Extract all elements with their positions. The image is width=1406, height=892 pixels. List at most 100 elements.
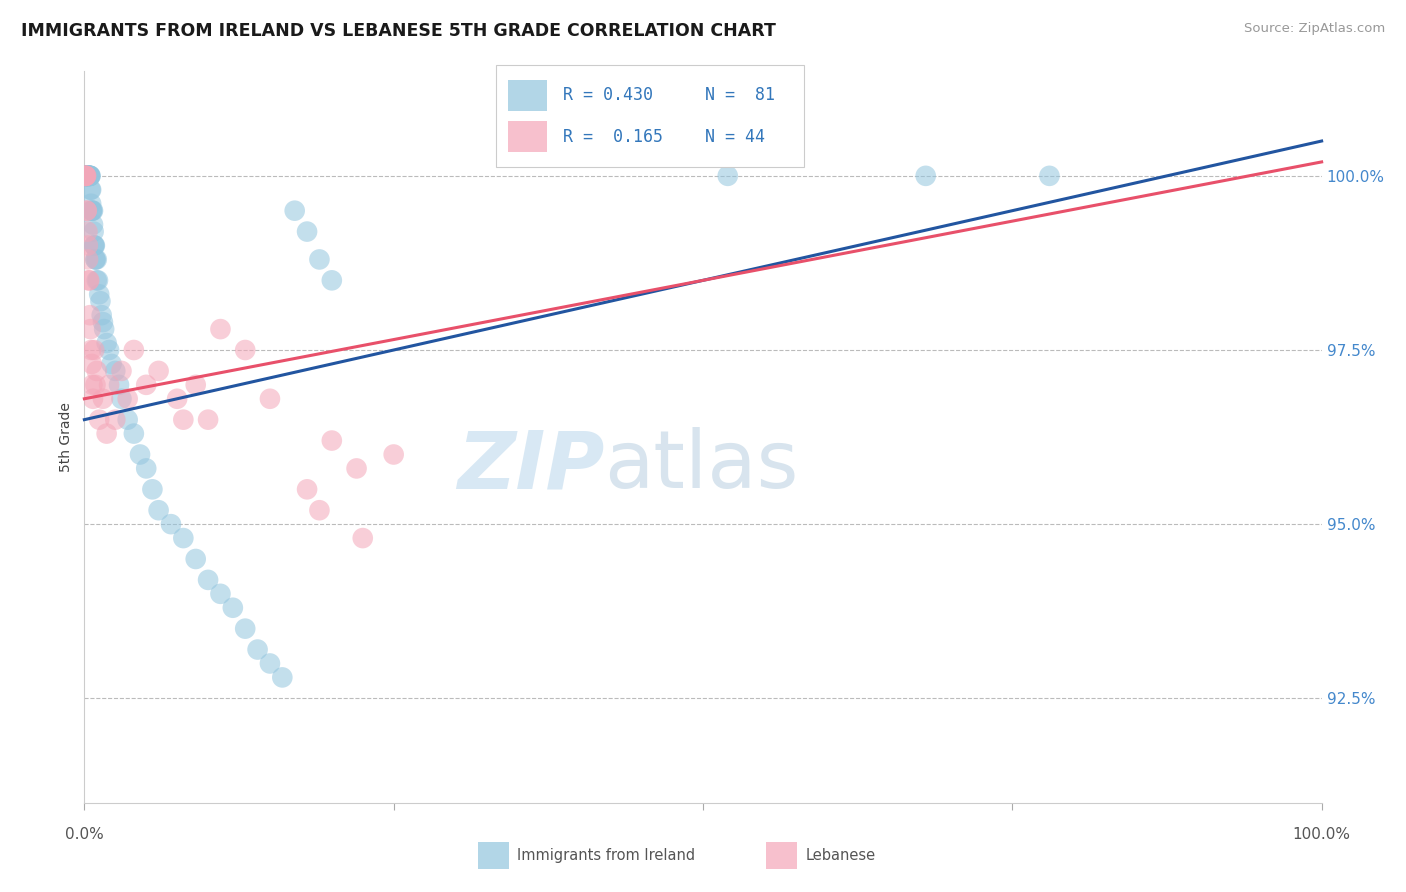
Point bbox=[75, 169, 97, 183]
Point bbox=[233, 622, 256, 636]
Point bbox=[79, 169, 101, 183]
Point bbox=[117, 392, 139, 406]
Point bbox=[79, 169, 101, 183]
Point bbox=[76, 169, 98, 183]
Point bbox=[259, 392, 281, 406]
Point bbox=[98, 343, 121, 357]
Point bbox=[77, 252, 100, 267]
Point bbox=[76, 169, 98, 183]
Bar bbox=[766, 842, 797, 869]
Point bbox=[79, 322, 101, 336]
Point bbox=[76, 169, 98, 183]
Point bbox=[87, 273, 110, 287]
Point bbox=[82, 203, 104, 218]
Point bbox=[148, 364, 170, 378]
Point bbox=[79, 169, 101, 183]
Point bbox=[197, 412, 219, 426]
Point bbox=[83, 238, 105, 252]
Point bbox=[82, 218, 104, 232]
Point bbox=[73, 169, 96, 183]
Point bbox=[184, 377, 207, 392]
Point bbox=[75, 169, 97, 183]
Point bbox=[76, 225, 98, 239]
Bar bbox=[478, 842, 509, 869]
Point bbox=[129, 448, 152, 462]
Point bbox=[93, 322, 115, 336]
Point bbox=[295, 483, 318, 497]
Bar bbox=[508, 79, 547, 111]
Point bbox=[76, 169, 98, 183]
Point bbox=[98, 377, 121, 392]
Point bbox=[76, 169, 98, 183]
Point bbox=[209, 587, 232, 601]
Point bbox=[77, 169, 100, 183]
Point bbox=[75, 169, 97, 183]
Text: Lebanese: Lebanese bbox=[806, 848, 876, 863]
Point bbox=[122, 426, 145, 441]
Point bbox=[75, 169, 97, 183]
Point bbox=[77, 169, 100, 183]
Y-axis label: 5th Grade: 5th Grade bbox=[59, 402, 73, 472]
Text: 0.0%: 0.0% bbox=[65, 827, 104, 842]
Text: atlas: atlas bbox=[605, 427, 799, 506]
Point bbox=[83, 238, 105, 252]
Point bbox=[83, 343, 105, 357]
Point bbox=[308, 503, 330, 517]
Point bbox=[79, 308, 101, 322]
Point bbox=[96, 336, 118, 351]
Point bbox=[104, 364, 127, 378]
Point bbox=[148, 503, 170, 517]
Point bbox=[80, 196, 103, 211]
Point bbox=[346, 461, 368, 475]
Point bbox=[321, 434, 343, 448]
Text: N =  81: N = 81 bbox=[704, 87, 775, 104]
Point bbox=[104, 412, 127, 426]
Point bbox=[82, 203, 104, 218]
Point bbox=[75, 169, 97, 183]
Point bbox=[77, 169, 100, 183]
Text: N = 44: N = 44 bbox=[704, 128, 765, 145]
Point bbox=[75, 169, 97, 183]
Point bbox=[352, 531, 374, 545]
Point bbox=[321, 273, 343, 287]
Point bbox=[86, 364, 108, 378]
Point bbox=[76, 203, 98, 218]
Point bbox=[295, 225, 318, 239]
Point bbox=[79, 183, 101, 197]
Point bbox=[89, 287, 111, 301]
Point bbox=[246, 642, 269, 657]
Point bbox=[79, 169, 101, 183]
Point bbox=[77, 273, 100, 287]
Point bbox=[82, 392, 104, 406]
Point bbox=[76, 203, 98, 218]
Point bbox=[79, 273, 101, 287]
Point bbox=[86, 252, 108, 267]
Point bbox=[141, 483, 163, 497]
Point bbox=[79, 169, 101, 183]
Point bbox=[75, 169, 97, 183]
Point bbox=[271, 670, 294, 684]
Point bbox=[83, 225, 105, 239]
Point bbox=[222, 600, 245, 615]
Point bbox=[197, 573, 219, 587]
Point bbox=[89, 294, 111, 309]
Point bbox=[172, 531, 194, 545]
Point bbox=[76, 169, 98, 183]
Point bbox=[86, 273, 108, 287]
Point bbox=[717, 169, 740, 183]
Point bbox=[135, 461, 157, 475]
Point bbox=[117, 412, 139, 426]
Point bbox=[83, 238, 105, 252]
Point bbox=[75, 169, 97, 183]
Point bbox=[84, 252, 107, 267]
Point bbox=[80, 203, 103, 218]
Point bbox=[75, 169, 97, 183]
Point bbox=[90, 308, 112, 322]
Point bbox=[135, 377, 157, 392]
Point bbox=[96, 426, 118, 441]
Point bbox=[233, 343, 256, 357]
Text: 100.0%: 100.0% bbox=[1292, 827, 1351, 842]
Point bbox=[108, 377, 131, 392]
Point bbox=[73, 169, 96, 183]
Text: ZIP: ZIP bbox=[457, 427, 605, 506]
